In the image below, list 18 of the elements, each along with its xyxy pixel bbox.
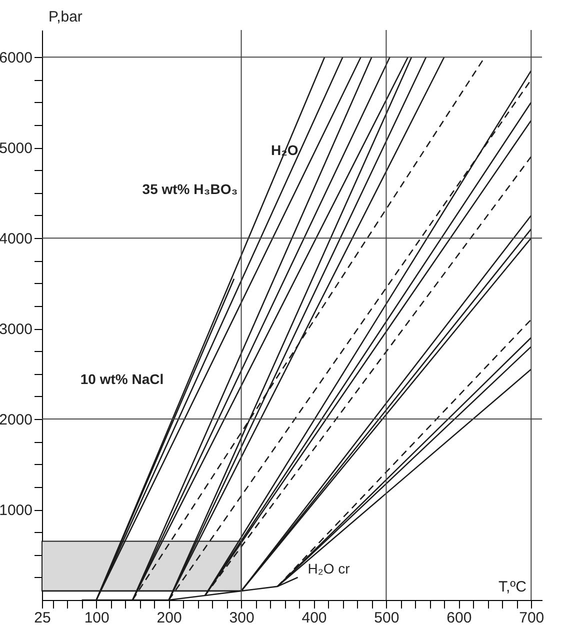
annotation: H₂O cr xyxy=(308,560,350,576)
x-axis-title: T,ºC xyxy=(498,578,527,596)
x-tick-label: 700 xyxy=(519,610,544,626)
y-tick-label: 6000 xyxy=(0,50,32,67)
y-tick-label: 1000 xyxy=(0,502,32,520)
y-tick-label: 3000 xyxy=(0,321,32,338)
x-tick-label: 400 xyxy=(302,610,327,626)
x-tick-label: 25 xyxy=(34,610,51,626)
x-tick-label: 100 xyxy=(84,610,110,626)
x-tick-label: 200 xyxy=(156,610,182,626)
x-tick-label: 500 xyxy=(374,610,400,626)
annotation: 10 wt% NaCl xyxy=(80,371,164,387)
y-axis-title: P,bar xyxy=(48,8,82,26)
y-tick-label: 5000 xyxy=(0,140,32,158)
annotation: 35 wt% H₃BO₃ xyxy=(142,181,238,197)
x-tick-label: 600 xyxy=(446,610,472,626)
x-tick-label: 300 xyxy=(229,610,254,626)
y-tick-label: 2000 xyxy=(0,412,32,429)
